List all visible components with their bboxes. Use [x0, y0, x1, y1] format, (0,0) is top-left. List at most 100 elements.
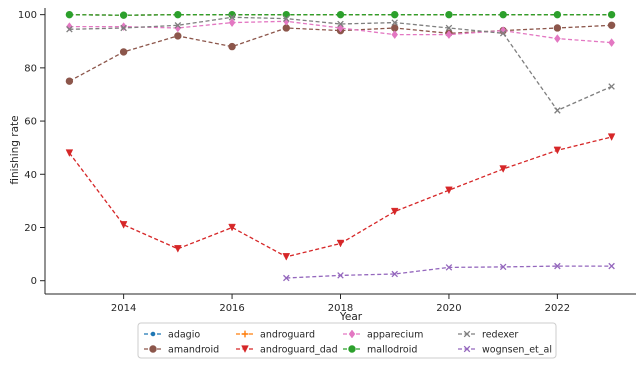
- legend-swatch-marker: [348, 329, 356, 339]
- data-point-mallodroid: [119, 11, 128, 19]
- legend-label: apparecium: [367, 330, 423, 341]
- data-point-mallodroid: [391, 10, 399, 19]
- data-point-apparecium: [391, 30, 399, 40]
- data-point-apparecium: [554, 34, 561, 44]
- legend-swatch-marker: [150, 331, 156, 337]
- data-point-wognsen_et_al: [554, 262, 561, 270]
- series-line-amandroid: [69, 24, 612, 82]
- legend-label: androguard_dad: [260, 345, 338, 356]
- data-point-redexer: [499, 30, 507, 37]
- y-tick-label: 0: [31, 276, 37, 287]
- data-point-androguard_dad: [499, 165, 507, 173]
- data-point-amandroid: [607, 21, 616, 29]
- data-point-mallodroid: [499, 10, 507, 19]
- data-point-wognsen_et_al: [337, 272, 344, 279]
- series-apparecium: [66, 16, 615, 48]
- legend: adagio amandroid androguard androguard_dad a…: [137, 322, 557, 359]
- legend-item-mallodroid: mallodroid: [343, 345, 417, 356]
- data-point-redexer: [120, 24, 127, 32]
- data-point-wognsen_et_al: [445, 264, 453, 271]
- data-point-redexer: [228, 14, 236, 21]
- legend-swatch-marker: [149, 345, 157, 353]
- data-point-androguard_dad: [390, 207, 399, 216]
- x-tick-label: 2022: [545, 303, 570, 314]
- y-tick-label: 20: [24, 223, 37, 234]
- data-point-androguard_dad: [174, 245, 182, 253]
- legend-item-amandroid: amandroid: [144, 345, 219, 356]
- data-point-wognsen_et_al: [499, 263, 507, 271]
- series-wognsen_et_al: [283, 262, 615, 282]
- y-tick-label: 40: [24, 170, 37, 181]
- data-point-redexer: [66, 26, 73, 33]
- data-point-mallodroid: [336, 10, 345, 19]
- data-point-mallodroid: [174, 10, 182, 19]
- data-point-redexer: [608, 83, 615, 90]
- legend-label: mallodroid: [367, 345, 417, 356]
- data-point-androguard_dad: [65, 149, 74, 157]
- legend-swatch-marker: [463, 345, 471, 353]
- data-point-apparecium: [608, 38, 615, 48]
- data-point-androguard_dad: [607, 133, 616, 141]
- data-point-mallodroid: [553, 10, 562, 19]
- legend-item-adagio: adagio: [144, 330, 200, 341]
- data-point-amandroid: [553, 24, 562, 32]
- data-point-redexer: [337, 20, 344, 28]
- series-layer: [65, 10, 616, 282]
- legend-item-androguard: androguard: [236, 330, 315, 341]
- data-point-redexer: [445, 24, 453, 32]
- data-point-wognsen_et_al: [391, 270, 398, 278]
- legend-item-wognsen_et_al: wognsen_et_al: [458, 345, 552, 356]
- data-point-redexer: [391, 19, 398, 26]
- legend-label: wognsen_et_al: [482, 345, 552, 356]
- data-point-wognsen_et_al: [283, 274, 290, 282]
- legend-label: androguard: [260, 330, 315, 341]
- series-mallodroid: [65, 10, 616, 19]
- x-tick-label: 2018: [328, 303, 353, 314]
- y-tick-label: 80: [24, 63, 37, 74]
- legend-item-androguard_dad: androguard_dad: [236, 345, 338, 356]
- legend-item-apparecium: apparecium: [343, 330, 423, 341]
- data-point-androguard_dad: [553, 146, 562, 155]
- plot-area: [44, 8, 636, 295]
- series-redexer: [66, 14, 615, 114]
- data-point-redexer: [174, 22, 182, 29]
- data-point-androguard_dad: [282, 253, 291, 261]
- x-axis: 2014 2016 2018 2020 2022: [111, 294, 570, 314]
- data-point-amandroid: [174, 32, 182, 40]
- data-point-amandroid: [65, 77, 74, 85]
- legend-label: redexer: [482, 330, 518, 341]
- data-point-apparecium: [445, 30, 453, 40]
- data-point-mallodroid: [445, 10, 453, 19]
- legend-label: adagio: [168, 330, 200, 341]
- data-point-mallodroid: [607, 10, 616, 19]
- data-point-wognsen_et_al: [608, 262, 615, 270]
- data-point-redexer: [554, 107, 561, 114]
- legend-swatch-marker: [348, 345, 356, 353]
- data-point-apparecium: [228, 18, 236, 28]
- data-point-mallodroid: [65, 10, 74, 19]
- legend-swatch-marker: [463, 330, 471, 338]
- y-axis-title: finishing rate: [9, 115, 21, 184]
- data-point-androguard_dad: [228, 223, 236, 232]
- legend-item-redexer: redexer: [458, 330, 518, 341]
- series-androguard_dad: [65, 133, 616, 261]
- x-tick-label: 2014: [111, 303, 136, 314]
- data-point-amandroid: [228, 42, 236, 51]
- series-line-mallodroid: [69, 14, 612, 16]
- data-point-amandroid: [119, 48, 128, 56]
- legend-label: amandroid: [168, 345, 219, 356]
- data-point-androguard_dad: [119, 221, 128, 229]
- series-line-androguard_dad: [68, 136, 612, 258]
- data-point-redexer: [283, 15, 290, 22]
- y-axis: 0 20 40 60 80 100: [18, 10, 45, 287]
- y-tick-label: 100: [18, 10, 37, 21]
- x-tick-label: 2016: [219, 303, 244, 314]
- y-tick-label: 60: [24, 117, 37, 128]
- x-tick-label: 2020: [436, 303, 461, 314]
- x-axis-title: Year: [339, 311, 363, 323]
- data-point-androguard_dad: [336, 239, 345, 248]
- legend-swatch-marker: [241, 330, 249, 338]
- data-point-androguard_dad: [445, 186, 453, 195]
- legend-swatch-marker: [241, 345, 249, 353]
